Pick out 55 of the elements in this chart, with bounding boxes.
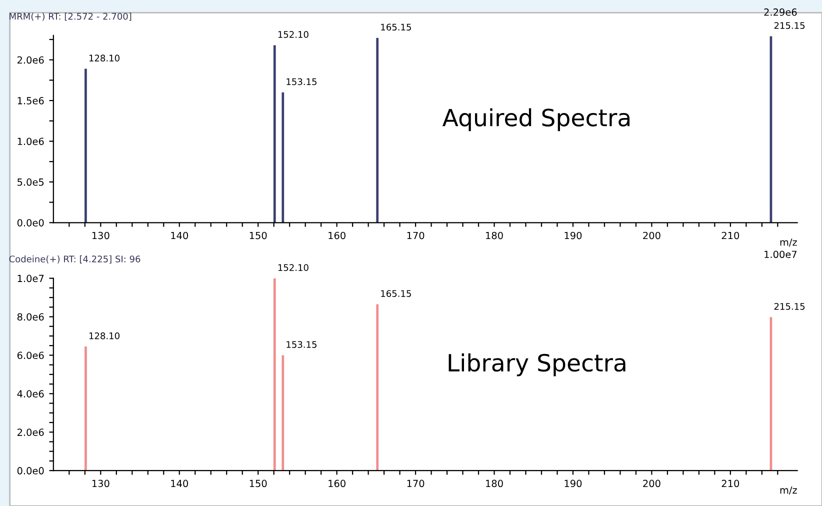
- x-tick-label: 150: [250, 232, 267, 240]
- y-tick-label: 6.0e6: [17, 352, 44, 360]
- x-tick-label: 200: [643, 480, 660, 488]
- x-tick-label: 140: [171, 232, 188, 240]
- x-tick-label: 180: [486, 480, 503, 488]
- x-tick-label: 150: [250, 480, 267, 488]
- annotation: Aquired Spectra: [442, 108, 630, 132]
- annotation: 152.10: [278, 31, 308, 38]
- x-tick-label: 160: [328, 480, 346, 488]
- bar: [273, 45, 276, 223]
- x-tick-label: 210: [722, 232, 740, 240]
- y-tick-label: 1.0e6: [18, 138, 44, 146]
- annotation: Library Spectra: [448, 353, 626, 376]
- y-tick-label: 5.0e5: [18, 178, 44, 186]
- annotation: 152.10: [278, 264, 308, 271]
- y-tick-label: 0.0e0: [17, 219, 44, 226]
- y-tick-label: 2.0e6: [17, 56, 44, 64]
- chart-title: Codeine(+) RT: [4.225] SI: 96: [9, 255, 140, 264]
- y-tick-label: 1.0e7: [18, 274, 44, 282]
- bar: [84, 68, 87, 223]
- annotation: 153.15: [286, 341, 316, 348]
- y-tick-label: 2.0e6: [17, 428, 44, 436]
- annotation: 128.10: [89, 332, 120, 340]
- annotation: 215.15: [774, 22, 805, 29]
- y-tick-label: 4.0e6: [17, 390, 44, 398]
- x-tick-label: 130: [92, 480, 110, 488]
- bar: [376, 304, 379, 471]
- annotation: 165.15: [381, 24, 411, 31]
- x-tick-label: 210: [722, 480, 740, 488]
- annotation: 215.15: [774, 303, 805, 310]
- chart-title: MRM(+) RT: [2.572 - 2.700]: [10, 12, 132, 21]
- x-tick-label: 190: [564, 232, 582, 240]
- bar: [273, 278, 276, 471]
- bar: [84, 346, 87, 471]
- x-tick-label: 140: [171, 480, 188, 488]
- text: 1.00e7: [764, 250, 797, 258]
- x-tick-label: 190: [564, 480, 582, 488]
- x-tick-label: 180: [486, 232, 503, 240]
- annotation: 153.15: [286, 78, 316, 86]
- y-tick-label: 1.5e6: [18, 97, 44, 104]
- annotation: 165.15: [381, 290, 411, 297]
- bar: [282, 92, 284, 223]
- x-tick-label: 170: [407, 480, 424, 488]
- x-tick-label: 170: [407, 232, 424, 240]
- x-tick-label: 200: [643, 232, 660, 240]
- x-tick-label: 160: [328, 232, 346, 240]
- bar: [282, 355, 284, 471]
- x-axis-title: m/z: [780, 486, 797, 495]
- text: 2.29e6: [764, 8, 797, 16]
- y-tick-label: 0.0e0: [17, 467, 44, 474]
- bar: [376, 38, 379, 223]
- annotation: 128.10: [89, 54, 120, 62]
- y-tick-label: 8.0e6: [17, 313, 44, 321]
- x-axis-title: m/z: [780, 238, 797, 247]
- x-tick-label: 130: [92, 232, 110, 240]
